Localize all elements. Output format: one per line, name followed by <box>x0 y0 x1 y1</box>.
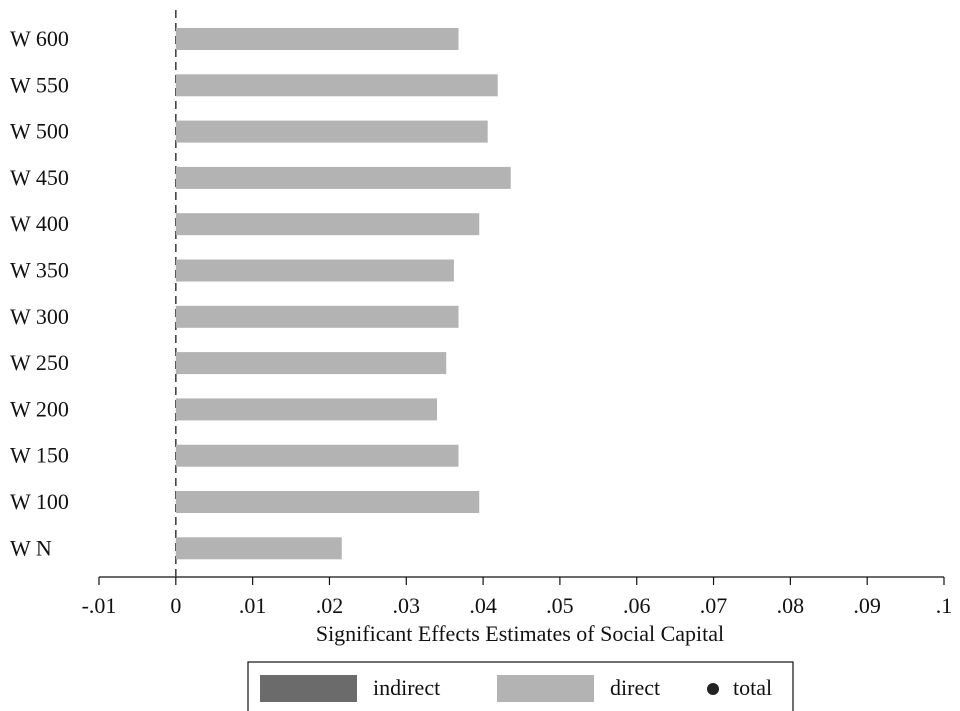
y-tick-label: W 350 <box>10 258 69 283</box>
y-tick-label: W 500 <box>10 119 69 144</box>
bar <box>175 491 480 513</box>
bar <box>175 166 511 189</box>
bar <box>175 537 342 560</box>
legend-swatch <box>497 675 594 702</box>
y-tick-label: W 200 <box>10 396 69 421</box>
x-tick-label: .03 <box>393 593 421 618</box>
legend-label: indirect <box>373 675 440 700</box>
x-tick-label: .01 <box>239 593 267 618</box>
bar <box>175 74 498 97</box>
x-tick-label: .05 <box>546 593 574 618</box>
x-tick-label: 0 <box>170 593 181 618</box>
y-tick-label: W N <box>10 535 52 560</box>
y-tick-label: W 250 <box>10 350 69 375</box>
bar <box>175 120 488 143</box>
bar <box>175 352 447 375</box>
y-tick-label: W 150 <box>10 443 69 468</box>
legend-label: total <box>733 675 772 700</box>
x-tick-label: -.01 <box>82 593 117 618</box>
x-tick-label: .1 <box>936 593 953 618</box>
bar <box>175 398 437 421</box>
y-tick-label: W 450 <box>10 165 69 190</box>
legend-swatch <box>260 675 357 702</box>
bar <box>175 259 454 282</box>
bar <box>175 213 480 236</box>
x-tick-label: .08 <box>777 593 805 618</box>
y-tick-label: W 600 <box>10 26 69 51</box>
legend-label: direct <box>610 675 660 700</box>
bar <box>175 444 459 467</box>
x-tick-label: .09 <box>853 593 881 618</box>
bar <box>175 28 459 50</box>
x-tick-label: .02 <box>316 593 344 618</box>
x-axis-title: Significant Effects Estimates of Social … <box>316 621 724 646</box>
bar <box>175 305 459 328</box>
x-tick-label: .04 <box>469 593 497 618</box>
y-tick-label: W 550 <box>10 72 69 97</box>
x-tick-label: .07 <box>700 593 728 618</box>
y-tick-label: W 400 <box>10 211 69 236</box>
x-tick-label: .06 <box>623 593 651 618</box>
y-tick-label: W 300 <box>10 304 69 329</box>
legend-marker <box>707 683 719 695</box>
y-tick-label: W 100 <box>10 489 69 514</box>
